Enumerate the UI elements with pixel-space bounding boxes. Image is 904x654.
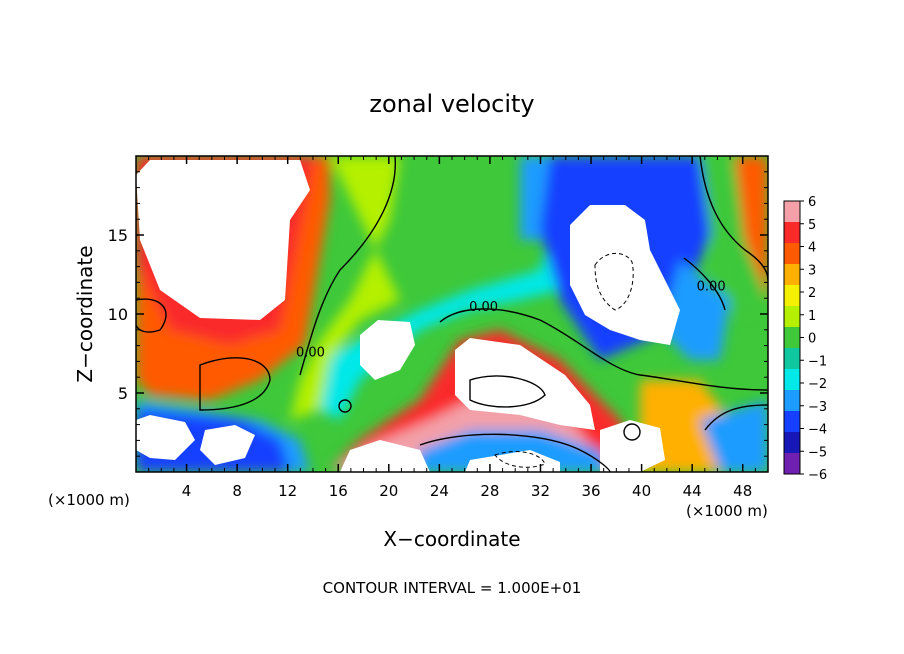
z-unit-label: (×1000 m)	[48, 491, 130, 509]
contour-label: 0.00	[296, 346, 325, 361]
x-axis: 4 8 12 16 20 24 28 32 36 40 44 48	[148, 156, 756, 500]
colorbar-label: 6	[808, 195, 816, 210]
x-tick-label: 8	[232, 482, 242, 500]
x-tick-label: 48	[733, 482, 752, 500]
colorbar-swatch	[784, 264, 800, 286]
colorbar-label: 0	[808, 332, 816, 347]
x-tick-label: 28	[480, 482, 499, 500]
x-tick-label: 40	[632, 482, 651, 500]
colorbar-label: −2	[808, 377, 827, 392]
y-tick-label: 10	[108, 305, 128, 324]
colorbar-swatch	[784, 411, 800, 433]
y-tick-label: 5	[118, 384, 128, 403]
contour-label: 0.00	[469, 300, 498, 315]
colorbar-swatch	[784, 348, 800, 370]
x-tick-label: 12	[278, 482, 297, 500]
colorbar-label: −6	[808, 468, 827, 483]
x-axis-label: X−coordinate	[383, 527, 520, 551]
x-tick-label: 4	[182, 482, 192, 500]
x-tick-label: 36	[581, 482, 600, 500]
contour-interval-note: CONTOUR INTERVAL = 1.000E+01	[323, 579, 582, 597]
velocity-field: 0.00 0.00 0.00	[136, 156, 768, 472]
colorbar-swatch	[784, 201, 800, 223]
colorbar-swatch	[784, 306, 800, 328]
colorbar-swatch	[784, 222, 800, 244]
chart-title: zonal velocity	[369, 90, 534, 118]
x-unit-label: (×1000 m)	[686, 502, 768, 520]
y-axis: 5 10 15	[108, 171, 768, 457]
y-tick-label: 15	[108, 226, 128, 245]
x-tick-label: 32	[531, 482, 550, 500]
colorbar-label: −3	[808, 400, 827, 415]
colorbar-swatch	[784, 285, 800, 307]
colorbar-label: −1	[808, 354, 827, 369]
colorbar-swatch	[784, 327, 800, 349]
colorbar-swatch	[784, 390, 800, 412]
x-tick-label: 44	[683, 482, 702, 500]
colorbar-swatch	[784, 453, 800, 475]
colorbar: 6 5 4 3 2 1 0 −1 −2 −3 −4 −5 −6	[783, 195, 827, 483]
x-tick-label: 20	[379, 482, 398, 500]
y-axis-label: Z−coordinate	[73, 245, 97, 382]
colorbar-label: 4	[808, 241, 816, 256]
colorbar-label: 3	[808, 263, 816, 278]
colorbar-label: 2	[808, 286, 816, 301]
colorbar-label: −5	[808, 445, 827, 460]
contour-label: 0.00	[697, 279, 726, 294]
colorbar-swatch	[784, 432, 800, 454]
colorbar-swatch	[784, 369, 800, 391]
x-tick-label: 16	[329, 482, 348, 500]
colorbar-label: −4	[808, 423, 827, 438]
colorbar-label: 1	[808, 309, 816, 324]
colorbar-swatch	[784, 243, 800, 265]
x-tick-label: 24	[430, 482, 449, 500]
colorbar-label: 5	[808, 218, 816, 233]
